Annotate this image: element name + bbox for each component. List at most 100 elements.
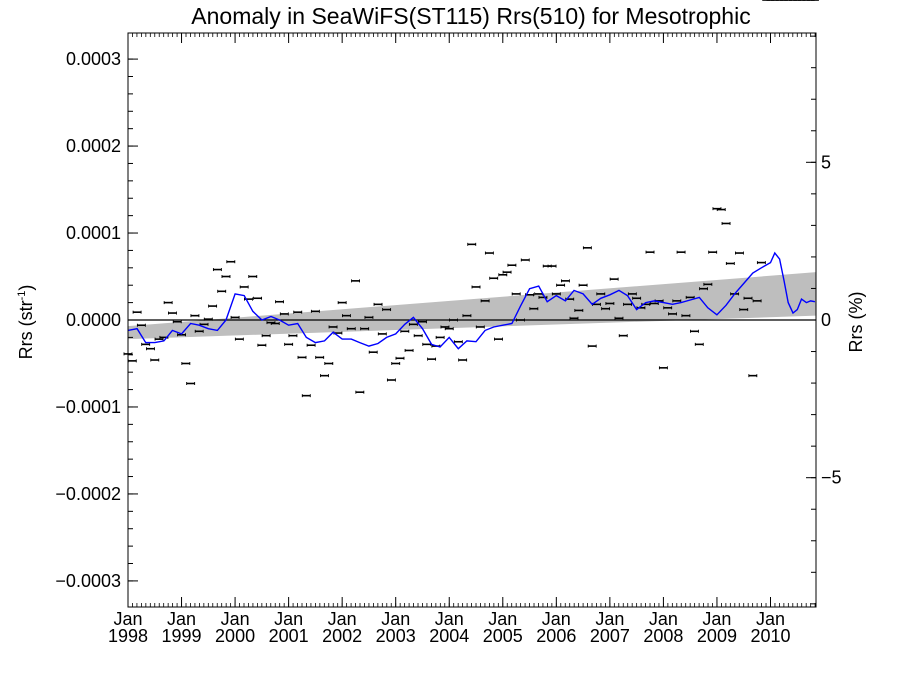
x-tick-label-year: 2009 [697,626,737,646]
x-tick-label-month: Jan [113,609,142,629]
x-tick-label-year: 2003 [376,626,416,646]
anomaly-point [681,314,691,318]
anomaly-point [475,325,485,329]
y-axis-label-left: Rrs (str-1) [16,285,36,360]
anomaly-point [172,320,182,324]
anomaly-point [632,296,642,300]
anomaly-point [605,301,615,305]
anomaly-point [427,357,437,361]
anomaly-point [467,242,477,246]
anomaly-point [320,374,329,378]
x-tick-label-month: Jan [702,609,731,629]
anomaly-point [623,302,632,306]
anomaly-point [449,318,458,322]
x-tick-label-month: Jan [595,609,624,629]
running-mean-layer [127,251,816,350]
anomaly-point [582,246,592,250]
anomaly-point [556,283,566,287]
anomaly-point [261,334,271,338]
y-left-tick-label: 0.0002 [66,136,121,156]
anomaly-point [230,315,240,319]
anomaly-points-layer [123,0,819,398]
anomaly-point [163,301,173,305]
y-right-tick-label: −5 [821,468,842,488]
anomaly-point [587,344,597,348]
anomaly-point [186,381,196,385]
anomaly-point [150,358,160,362]
anomaly-point [382,308,392,312]
y-right-tick-label: 5 [821,152,831,172]
y-left-tick-label: −0.0002 [55,484,121,504]
anomaly-point [725,261,735,265]
anomaly-point [676,250,686,254]
x-tick-label-month: Jan [381,609,410,629]
anomaly-point [400,329,410,333]
anomaly-point [368,350,378,354]
x-tick-label-year: 2006 [536,626,576,646]
anomaly-point [734,251,744,255]
running-mean-line [127,251,816,350]
anomaly-point [560,279,570,283]
anomaly-point [360,327,370,331]
anomaly-point [275,300,284,304]
anomaly-point [234,337,244,341]
x-tick-label-month: Jan [274,609,303,629]
axes: 0.0003 0.0002 0.0001 0.0000 −0.0001 −0.0002 −0… [55,32,842,646]
anomaly-point [141,342,151,346]
anomaly-point [297,355,307,359]
anomaly-point [288,334,298,338]
y-left-tick-label: 0.0001 [66,223,121,243]
anomaly-point [494,337,503,341]
anomaly-point [284,342,294,346]
trend-band [128,272,816,340]
anomaly-point [609,277,619,281]
anomaly-point [694,342,704,346]
y-left-tick-label: −0.0001 [55,397,121,417]
anomaly-point [364,315,374,319]
anomaly-point [516,318,525,322]
anomaly-point [355,390,365,394]
anomaly-point [190,314,200,318]
anomaly-point [341,314,351,318]
anomaly-point [721,221,731,225]
anomaly-point [248,275,258,279]
anomaly-point [301,394,311,398]
anomaly-point [511,292,521,296]
anomaly-point [649,301,659,305]
y-left-tick-label: 0.0000 [66,310,121,330]
y-axis-label-right: Rrs (%) [846,292,866,353]
anomaly-point [146,347,155,351]
anomaly-point [699,287,709,291]
x-tick-label-year: 2002 [322,626,362,646]
anomaly-point [458,358,468,362]
x-tick-label-month: Jan [328,609,357,629]
anomaly-point [413,334,423,338]
anomaly-point [203,317,213,321]
anomaly-point [743,296,753,300]
anomaly-point [574,308,584,312]
anomaly-point [208,304,218,308]
anomaly-point [212,268,222,272]
x-tick-label-month: Jan [542,609,571,629]
anomaly-point [551,292,561,296]
anomaly-point [672,299,682,303]
anomaly-point [618,334,628,338]
anomaly-point [658,366,668,370]
anomaly-point [752,299,762,303]
anomaly-point [484,251,494,255]
anomaly-point [444,327,454,331]
anomaly-point [663,306,673,310]
anomaly-point [645,250,655,254]
anomaly-point [293,310,303,314]
anomaly-point [324,361,334,365]
anomaly-point [716,208,726,212]
x-tick-label-year: 2000 [215,626,255,646]
anomaly-point [404,348,414,352]
anomaly-point [578,283,588,287]
anomaly-point [748,374,758,378]
anomaly-point [136,323,146,327]
anomaly-point [547,264,557,268]
x-tick-label-year: 2010 [750,626,790,646]
anomaly-point [520,258,530,262]
